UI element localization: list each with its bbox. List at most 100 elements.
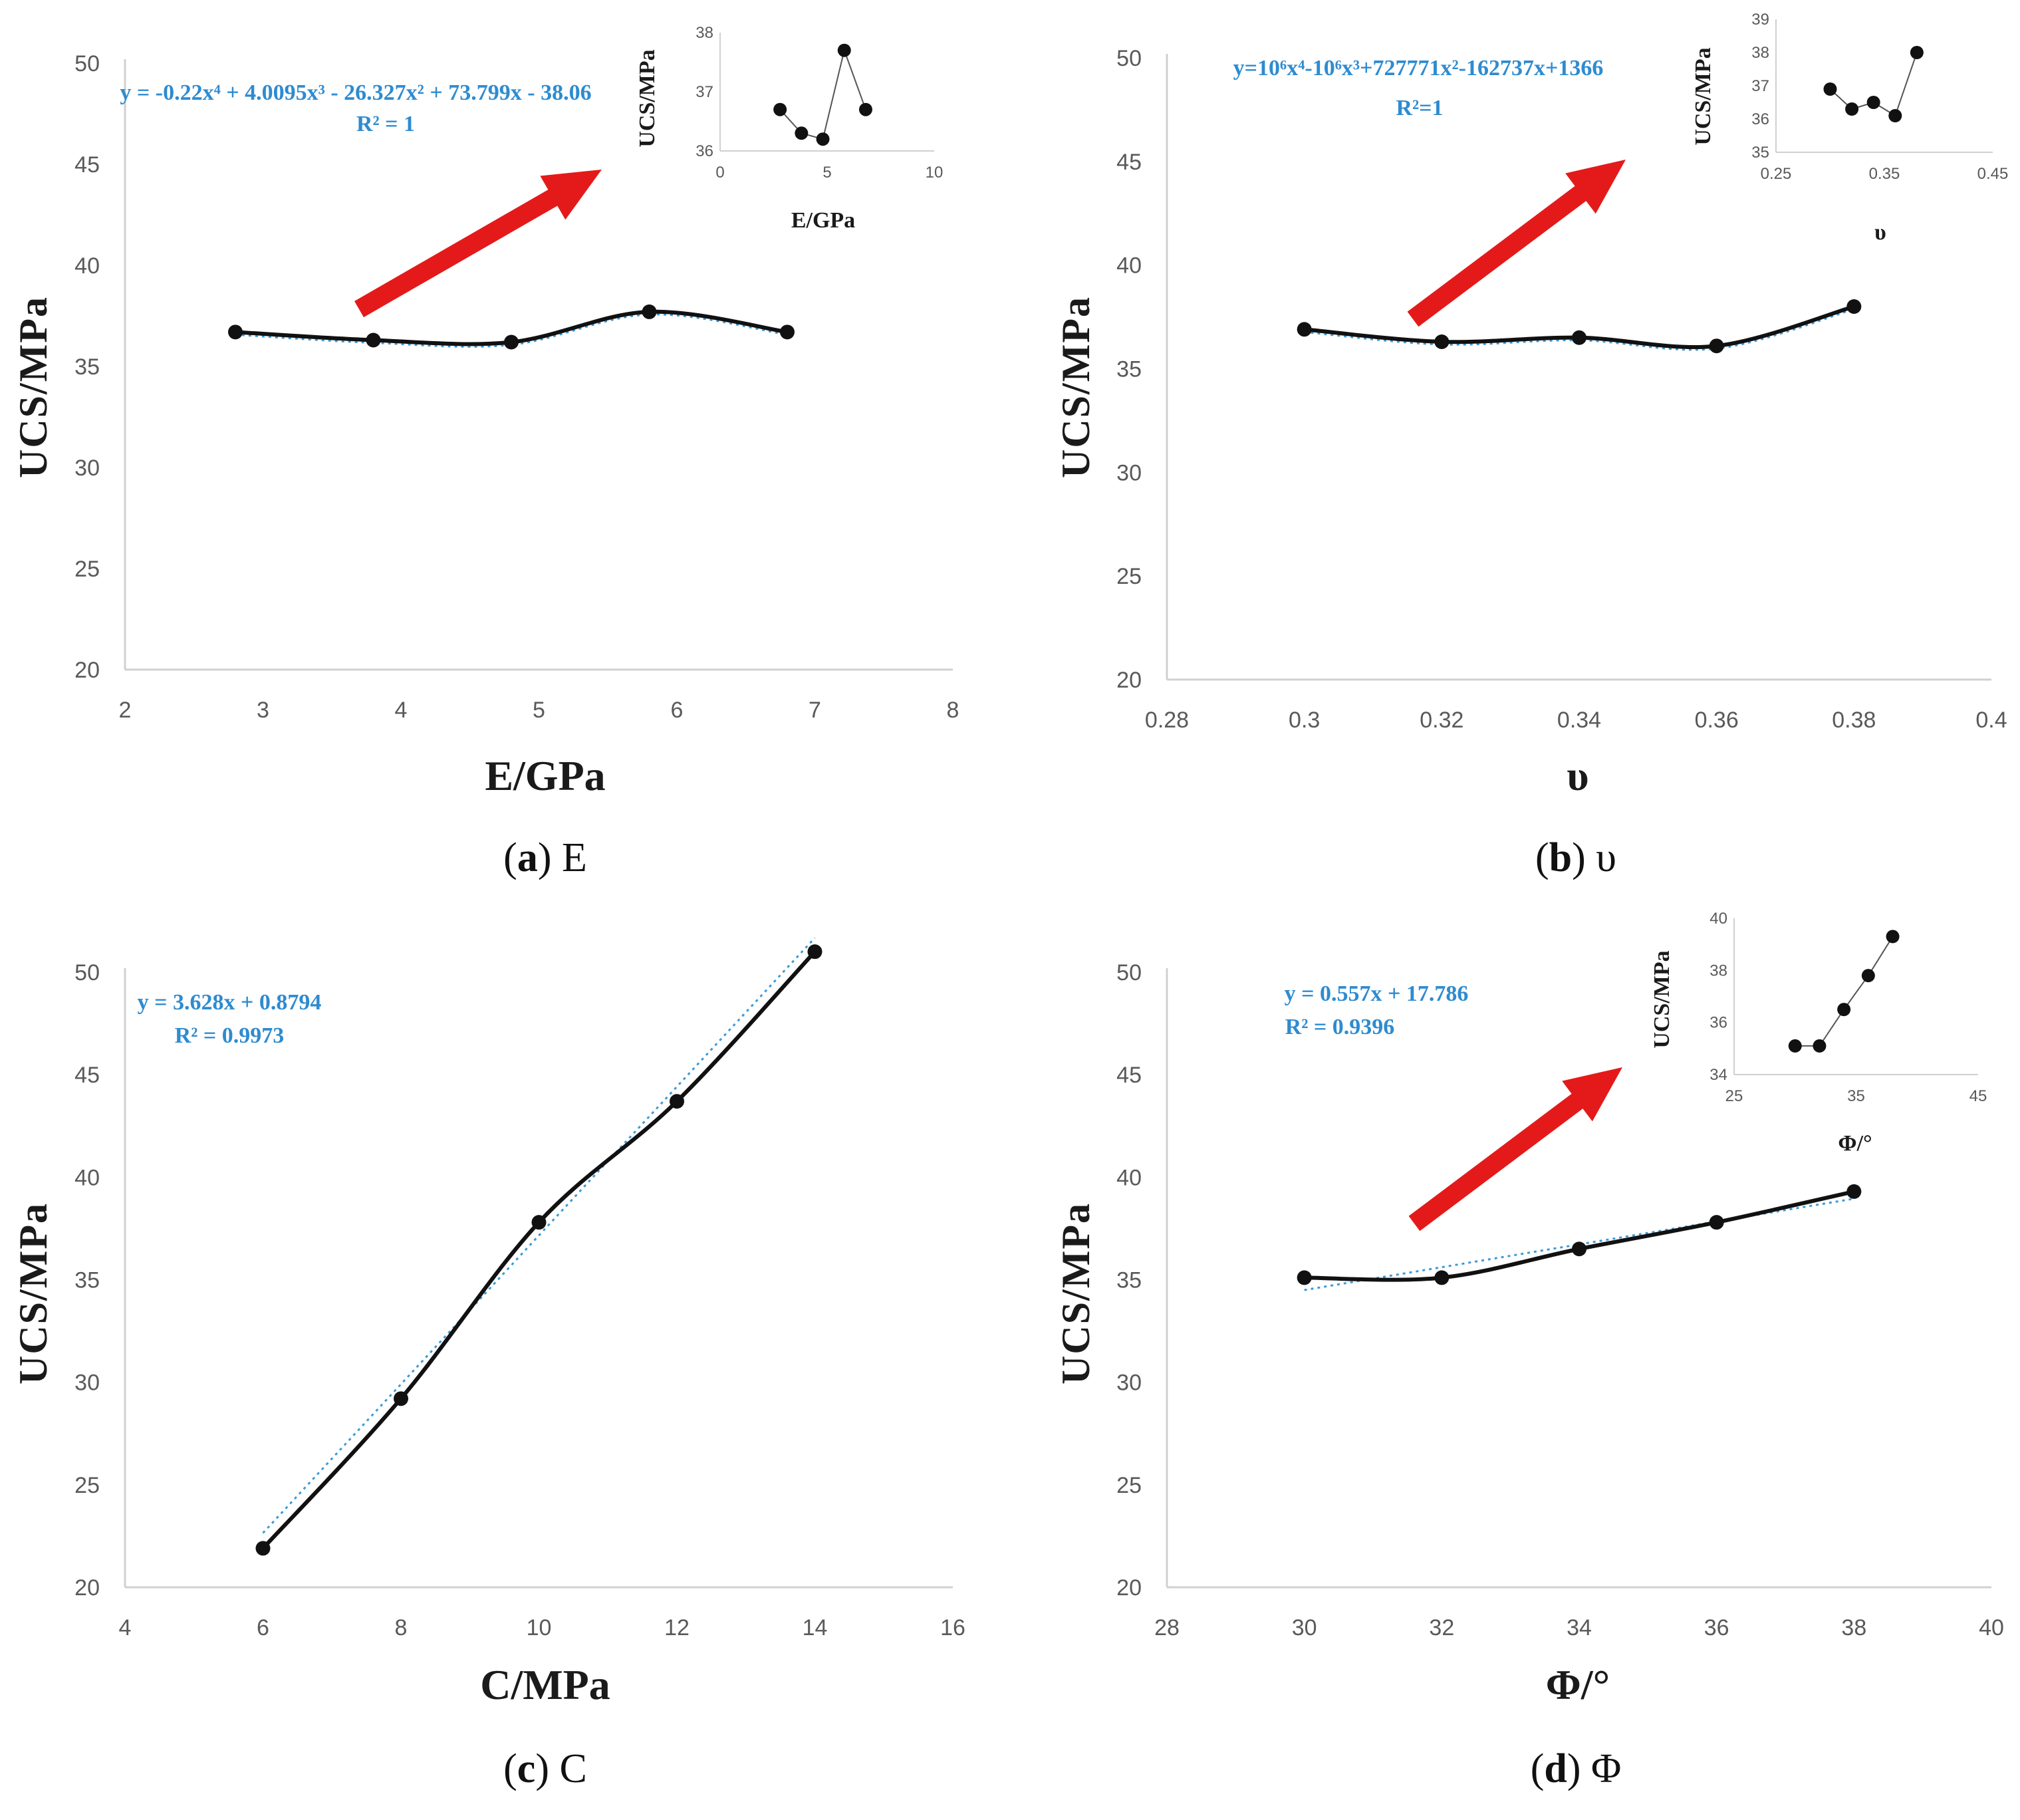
panel-a-data-point [228,325,243,340]
panel-c-data-point [531,1215,547,1230]
panel-a-data-point [366,332,381,348]
panel-d-inset-point [1861,969,1875,983]
panel-c-series-line [261,950,817,1550]
panel-c-y-tick-label: 25 [74,1473,100,1498]
panel-a-inset-y-label: UCS/MPa [635,49,660,147]
panel-b-inset-x-label: υ [1874,220,1886,245]
panel-d-inset-point [1886,930,1900,944]
panel-b-y-tick-label: 30 [1116,460,1142,485]
panel-b-inset-y-tick: 36 [1751,110,1769,128]
panel-c-trend-r2: R² = 0.9973 [175,1023,285,1048]
panel-d: 28 30 32 34 36 38 40 20 25 30 35 40 45 50 y = 0.557x +… [1054,910,2004,1791]
panel-a-inset-y-tick: 38 [695,24,713,42]
panel-b-y-tick-label: 35 [1116,357,1142,382]
panel-d-caption-close: ) [1567,1746,1591,1791]
panel-c-trendline [262,937,816,1534]
panel-d-x-tick-label: 36 [1704,1615,1729,1640]
panel-d-inset-series-line [1795,936,1894,1047]
panel-b-inset-point [1866,96,1880,109]
panel-a-data-point [504,334,519,350]
panel-a-inset-point [795,126,809,140]
panel-a-inset: 0 5 10 36 37 38 E/GPa UCS/MPa [635,24,943,233]
panel-b-caption-letter: b [1549,835,1572,880]
panel-a-caption-close: ) [538,835,562,880]
panel-a-trendline [235,313,788,348]
panel-d-inset-point [1813,1039,1827,1053]
panel-c-y-tick-label: 30 [74,1370,100,1396]
panel-a-caption-open: ( [503,835,517,880]
panel-b-trend-equation: y=10⁶x⁴-10⁶x³+727771x²-162737x+1366 [1233,56,1604,80]
panel-d-inset-y-tick: 34 [1709,1066,1727,1084]
panel-a-x-tick-label: 2 [119,698,132,723]
panel-a-inset-series-line [779,48,866,140]
panel-d-data-point [1297,1270,1312,1285]
panel-a-x-tick-label: 6 [671,698,684,723]
panel-c-data-point [670,1094,684,1109]
panel-a-inset-point [858,102,872,116]
panel-d-data-point [1846,1184,1862,1199]
panel-a-caption: (a) E [503,835,587,880]
panel-b-data-point [1709,338,1724,354]
panel-b-x-tick-label: 0.34 [1557,708,1601,733]
panel-b-data-point [1846,299,1862,314]
panel-d-y-tick-label: 30 [1116,1370,1142,1396]
panel-c-trend-equation: y = 3.628x + 0.8794 [138,990,322,1015]
panel-a-red-arrow [354,170,602,318]
panel-b-x-tick-label: 0.28 [1145,708,1189,733]
panel-d-y-tick-label: 20 [1116,1575,1142,1601]
panel-b-y-tick-label: 45 [1116,150,1142,175]
panel-b-x-label: υ [1567,752,1588,799]
panel-a-inset-point [837,43,851,57]
panel-c-data-point [394,1391,408,1406]
panel-a-x-tick-label: 3 [257,698,269,723]
panel-c-x-tick-label: 14 [803,1615,828,1640]
panel-d-caption: (d) Φ [1531,1746,1622,1791]
panel-a-y-tick-label: 40 [74,253,100,279]
panel-a-trend-r2: R² = 1 [356,112,415,136]
panel-d-trend-equation: y = 0.557x + 17.786 [1285,981,1469,1006]
panel-c-y-tick-label: 20 [74,1575,100,1601]
panel-c-caption-letter: c [517,1746,536,1791]
panel-a-x-label: E/GPa [485,752,605,799]
panel-d-inset-y-tick: 40 [1709,910,1727,928]
panel-c: 4 6 8 10 12 14 16 20 25 30 35 40 45 50 y = 3.628x + 0.… [11,937,965,1791]
panel-c-x-tick-label: 12 [664,1615,690,1640]
panel-d-data-point [1709,1215,1724,1230]
panel-d-y-label: UCS/MPa [1054,1202,1098,1384]
panel-d-inset-x-tick: 25 [1725,1087,1743,1105]
panel-a-data-point [780,325,795,340]
panel-d-y-tick-label: 45 [1116,1063,1142,1088]
panel-a-y-label: UCS/MPa [11,296,55,478]
panel-d-inset-y-tick: 38 [1709,962,1727,979]
panel-c-y-tick-label: 35 [74,1268,100,1293]
panel-d-caption-open: ( [1531,1746,1545,1791]
panel-d-y-tick-label: 40 [1116,1165,1142,1190]
panel-d-y-tick-label: 50 [1116,960,1142,985]
panel-d-inset-y-tick: 36 [1709,1014,1727,1032]
panel-a-inset-y-tick: 37 [695,83,713,101]
panel-b-inset-y-tick: 35 [1751,144,1769,162]
panel-c-x-tick-label: 10 [527,1615,552,1640]
panel-c-y-tick-label: 40 [74,1165,100,1190]
panel-d-x-tick-label: 28 [1154,1615,1180,1640]
panel-b-inset: 0.25 0.35 0.45 35 36 37 38 39 υ UCS/MPa [1691,11,2008,245]
panel-b-inset-x-tick: 0.35 [1869,165,1900,183]
panel-b-data-point [1572,330,1586,345]
panel-d-x-tick-label: 34 [1567,1615,1592,1640]
panel-a-x-tick-label: 4 [395,698,408,723]
panel-b-x-tick-label: 0.36 [1695,708,1739,733]
panel-a-y-tick-label: 35 [74,354,100,380]
panel-b-caption: (b) υ [1535,835,1616,880]
panel-d-inset-x-tick: 35 [1847,1087,1865,1105]
panel-b-inset-point [1845,102,1859,116]
panel-d-x-tick-label: 32 [1429,1615,1454,1640]
panel-a-inset-point [816,132,830,146]
panel-b-inset-y-label: UCS/MPa [1691,47,1715,145]
panel-b-inset-x-tick: 0.25 [1761,165,1792,183]
panel-c-x-tick-label: 16 [940,1615,965,1640]
panel-d-inset-point [1837,1003,1851,1017]
panel-b-caption-param: υ [1596,835,1616,880]
panel-a-inset-x-tick: 10 [926,164,944,182]
